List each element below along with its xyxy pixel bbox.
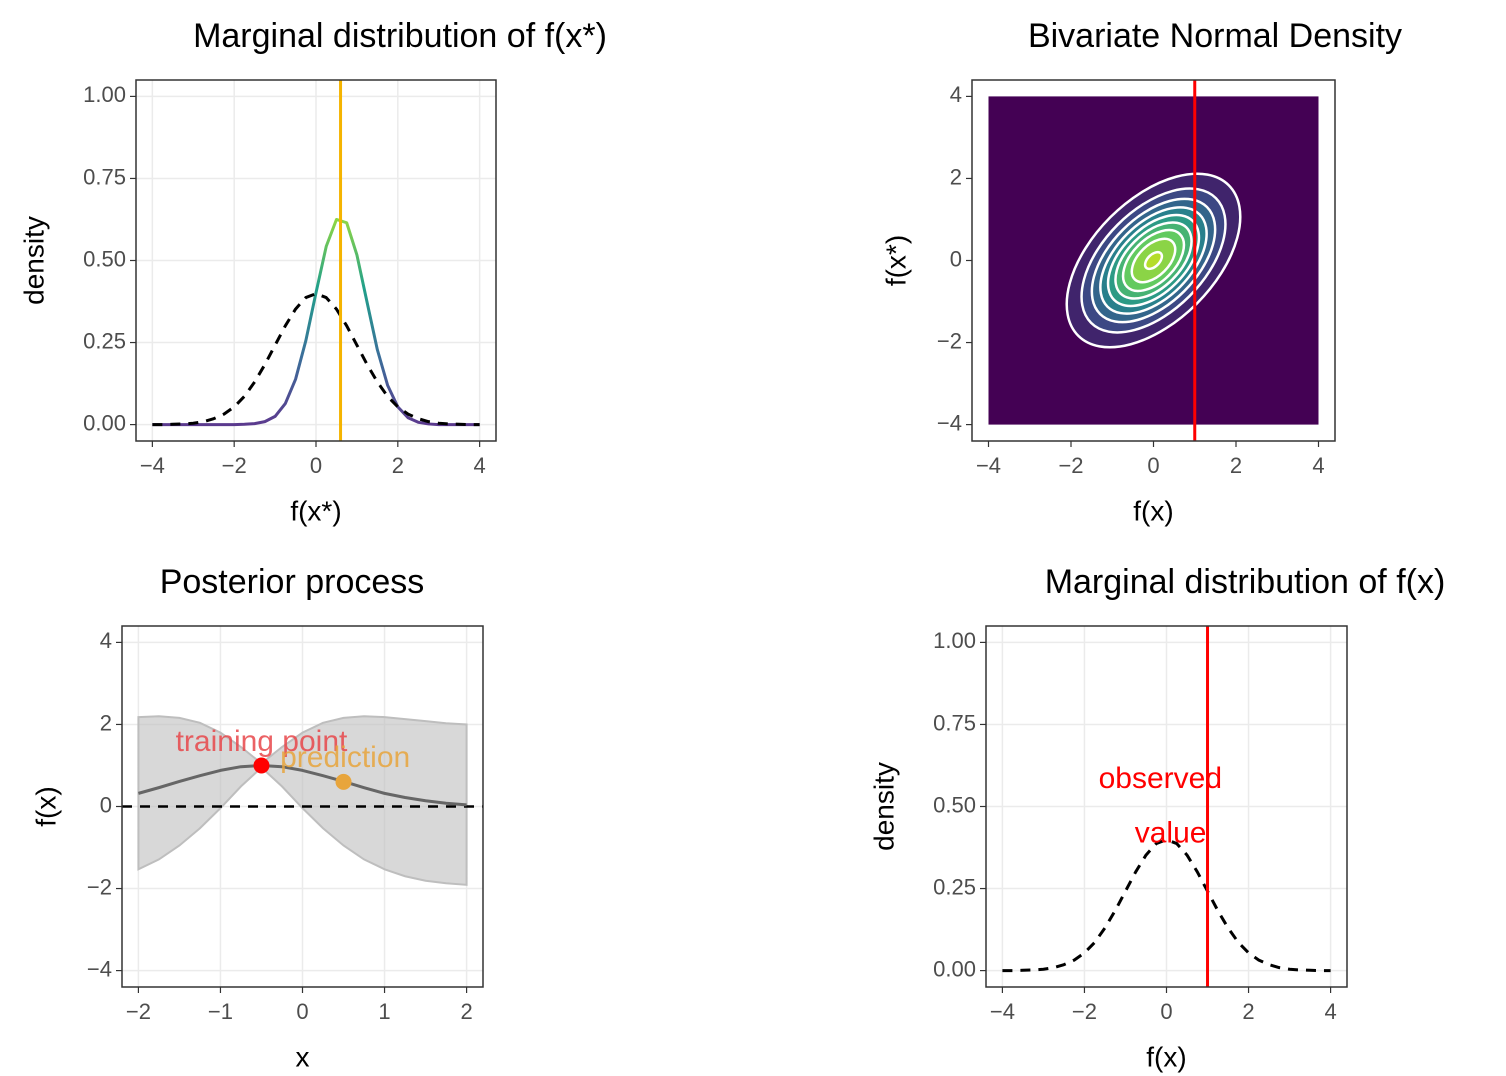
contour-line <box>1106 213 1201 308</box>
density-line <box>152 292 480 427</box>
y-tick-label: 4 <box>100 628 112 653</box>
credible-band <box>137 715 468 886</box>
y-axis-label: density <box>868 762 899 851</box>
x-tick-label: 0 <box>1160 999 1172 1024</box>
panel-border <box>121 625 484 988</box>
data-point <box>253 757 270 774</box>
panel-title: Marginal distribution of f(x) <box>1045 563 1446 601</box>
x-tick-label: −4 <box>976 453 1001 478</box>
x-tick-label: 4 <box>1324 999 1336 1024</box>
contour-line <box>1121 228 1186 293</box>
panel: Marginal distribution of f(x*) f(x*) densi… <box>18 17 607 526</box>
contour-line <box>1065 172 1242 349</box>
data-point <box>335 773 352 790</box>
y-tick-label: 0.50 <box>83 246 126 271</box>
density-band <box>1145 252 1162 269</box>
y-tick-label: 1.00 <box>83 82 126 107</box>
y-tick-label: −2 <box>87 874 112 899</box>
y-axis-label: density <box>18 216 49 305</box>
x-tick-label: −2 <box>1072 999 1097 1024</box>
panel: Marginal distribution of f(x) f(x) density… <box>868 563 1445 1072</box>
panel: Bivariate Normal Density f(x) f(x*) −4 −2 0 2 4… <box>880 17 1402 526</box>
x-tick-label: 0 <box>310 453 322 478</box>
panel-border <box>971 79 1336 442</box>
x-tick-label: −2 <box>1058 453 1083 478</box>
y-tick-label: 4 <box>950 82 962 107</box>
contour-line <box>1130 237 1177 284</box>
panel: Posterior process x f(x) −2 −1 0 1 2 −4 −2 0 2 4 trai… <box>30 563 484 1072</box>
x-tick-label: −2 <box>222 453 247 478</box>
density-line <box>1002 838 1331 973</box>
y-axis-label: f(x*) <box>880 235 911 286</box>
contour-line <box>1099 206 1208 315</box>
y-axis-label: f(x) <box>30 786 61 826</box>
x-tick-label: −4 <box>140 453 165 478</box>
x-tick-label: 2 <box>1230 453 1242 478</box>
density-line <box>152 217 480 427</box>
y-tick-label: 0.75 <box>933 710 976 735</box>
annotation: training point <box>176 725 348 758</box>
x-tick-label: 4 <box>474 453 486 478</box>
x-tick-label: 0 <box>1147 453 1159 478</box>
y-tick-label: 0.25 <box>83 328 126 353</box>
x-tick-label: −4 <box>990 999 1015 1024</box>
panel-border <box>985 625 1348 988</box>
y-tick-label: 0.00 <box>83 410 126 435</box>
y-tick-label: 0.00 <box>933 956 976 981</box>
x-tick-label: 4 <box>1312 453 1324 478</box>
x-axis-label: f(x) <box>1146 1041 1186 1072</box>
annotation: value <box>1135 816 1207 849</box>
panel-border <box>135 79 497 442</box>
y-tick-label: 0 <box>950 246 962 271</box>
x-tick-label: 2 <box>460 999 472 1024</box>
y-tick-label: 0.75 <box>83 164 126 189</box>
contour-line <box>1114 221 1193 300</box>
annotation: prediction <box>280 741 410 774</box>
panel-title: Posterior process <box>160 563 425 601</box>
y-tick-label: −2 <box>937 328 962 353</box>
x-axis-label: x <box>296 1041 310 1072</box>
x-tick-label: 1 <box>378 999 390 1024</box>
panel-title: Bivariate Normal Density <box>1028 17 1402 55</box>
y-tick-label: 0 <box>100 792 112 817</box>
y-tick-label: 0.25 <box>933 874 976 899</box>
x-tick-label: 0 <box>296 999 308 1024</box>
y-tick-label: 2 <box>100 710 112 735</box>
contour-line <box>1143 250 1164 271</box>
density-line <box>138 763 467 807</box>
y-tick-label: 2 <box>950 164 962 189</box>
y-tick-label: −4 <box>87 956 112 981</box>
panel-title: Marginal distribution of f(x*) <box>193 17 607 55</box>
x-axis-label: f(x*) <box>290 495 341 526</box>
y-tick-label: 1.00 <box>933 628 976 653</box>
y-tick-label: −4 <box>937 410 962 435</box>
x-axis-label: f(x) <box>1133 495 1173 526</box>
contour-line <box>1090 197 1217 324</box>
x-tick-label: −1 <box>208 999 233 1024</box>
x-tick-label: −2 <box>126 999 151 1024</box>
x-tick-label: 2 <box>1242 999 1254 1024</box>
annotation: observed <box>1099 762 1222 795</box>
contour-line <box>1080 187 1227 334</box>
y-tick-label: 0.50 <box>933 792 976 817</box>
x-tick-label: 2 <box>392 453 404 478</box>
